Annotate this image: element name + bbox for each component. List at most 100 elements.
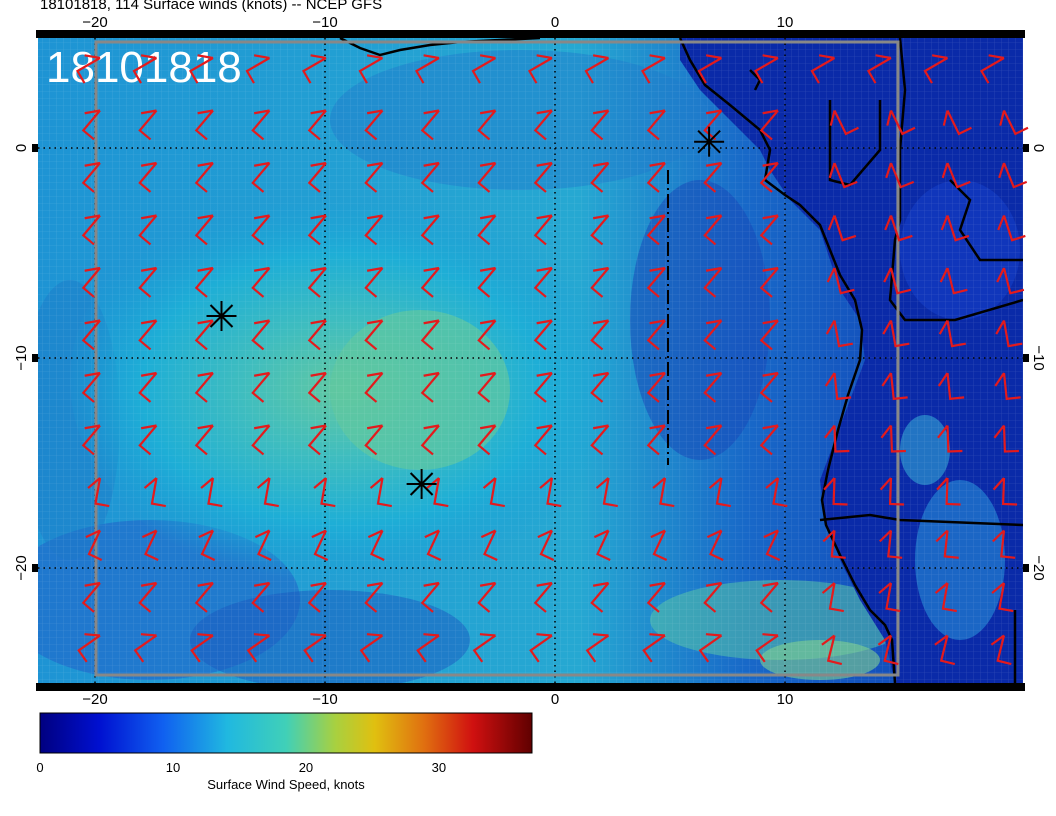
wind-barb xyxy=(533,266,553,298)
wind-barb xyxy=(878,582,901,613)
wind-barb xyxy=(759,581,779,613)
wind-barb xyxy=(133,633,158,663)
wind-barb xyxy=(364,214,384,246)
wind-barb xyxy=(194,581,214,613)
wind-barb xyxy=(821,582,844,613)
date-stamp: 18101818 xyxy=(46,43,242,92)
wind-barb xyxy=(367,529,385,561)
wind-barb xyxy=(359,633,384,663)
wind-barb xyxy=(828,162,858,189)
x-tick-label-bottom: 10 xyxy=(777,691,794,708)
wind-barb xyxy=(364,371,384,403)
y-tick-right xyxy=(1023,144,1029,152)
wind-barb xyxy=(825,319,853,348)
y-tick-right xyxy=(1023,354,1029,362)
wind-barb xyxy=(936,477,961,506)
wind-barb xyxy=(132,54,158,84)
wind-barb xyxy=(882,319,910,348)
wind-barb xyxy=(590,581,610,613)
wind-barb xyxy=(822,529,846,559)
wind-barb xyxy=(138,214,158,246)
wind-barb xyxy=(646,581,666,613)
wind-barb xyxy=(251,319,271,351)
wind-barb xyxy=(138,109,158,141)
wind-barb xyxy=(942,110,972,136)
storm-markers xyxy=(206,126,725,499)
colorbar-tick-label: 20 xyxy=(299,760,313,775)
wind-barb xyxy=(477,424,497,456)
wind-barb xyxy=(703,581,723,613)
y-tick-left xyxy=(32,354,38,362)
frame-bottom xyxy=(36,683,1025,691)
wind-barb xyxy=(590,109,610,141)
wind-barb xyxy=(703,266,723,298)
wind-barb xyxy=(881,372,908,401)
y-tick-left xyxy=(32,144,38,152)
wind-barb xyxy=(759,161,779,193)
wind-barb xyxy=(311,529,329,561)
wind-barb xyxy=(416,633,440,663)
wind-barb xyxy=(937,372,965,401)
wind-barb xyxy=(256,477,279,508)
wind-barb xyxy=(829,110,859,136)
colorbar-tick-label: 30 xyxy=(432,760,446,775)
wind-barb xyxy=(188,54,214,84)
wind-barb xyxy=(590,161,610,193)
wind-barb xyxy=(999,110,1029,136)
wind-barb xyxy=(886,110,916,136)
wind-barb xyxy=(87,477,110,508)
wind-barb xyxy=(81,581,101,613)
wind-barb xyxy=(307,214,327,246)
x-tick-label-top: 0 xyxy=(551,14,559,31)
wind-barb xyxy=(826,267,855,295)
wind-barb xyxy=(652,477,675,508)
y-tick-right xyxy=(1023,564,1029,572)
wind-barb xyxy=(301,54,327,84)
x-tick-label-bottom: −20 xyxy=(82,691,107,708)
wind-barb xyxy=(369,477,392,508)
wind-barb xyxy=(138,266,158,298)
graticule xyxy=(38,38,1023,683)
wind-barb xyxy=(533,424,553,456)
wind-barb xyxy=(81,371,101,403)
wind-barb xyxy=(194,319,214,351)
wind-barb xyxy=(537,529,555,561)
plot-area: 18101818 xyxy=(38,38,1023,683)
wind-barb xyxy=(939,267,968,295)
wind-barb xyxy=(765,477,788,508)
wind-barb xyxy=(194,214,214,246)
x-axis: −20 −20 −10 −10 0 0 10 10 xyxy=(82,14,793,708)
wind-barb xyxy=(539,477,562,508)
wind-barb xyxy=(646,371,666,403)
wind-barb xyxy=(307,581,327,613)
wind-barb xyxy=(755,633,779,663)
wind-barb xyxy=(477,109,497,141)
wind-barb xyxy=(303,633,327,663)
wind-barb xyxy=(996,267,1025,295)
wind-barb xyxy=(877,634,899,666)
wind-barb xyxy=(307,109,327,141)
colorbar-tick-label: 10 xyxy=(166,760,180,775)
wind-barb xyxy=(194,424,214,456)
wind-barb xyxy=(420,161,440,193)
wind-barb xyxy=(251,109,271,141)
wind-barb xyxy=(824,424,850,453)
wind-barb xyxy=(138,424,158,456)
wind-barb xyxy=(759,319,779,351)
wind-barb xyxy=(991,582,1014,613)
colorbar-label: Surface Wind Speed, knots xyxy=(207,777,365,792)
wind-barb xyxy=(477,581,497,613)
wind-barb xyxy=(364,266,384,298)
wind-barb xyxy=(307,424,327,456)
wind-barb xyxy=(879,477,905,506)
wind-barb xyxy=(866,54,892,84)
wind-barb xyxy=(420,581,440,613)
y-tick-label-left: 0 xyxy=(13,144,30,152)
wind-barb xyxy=(533,214,553,246)
wind-barb xyxy=(590,371,610,403)
wind-barb xyxy=(590,214,610,246)
y-tick-label-right: −10 xyxy=(1030,345,1047,370)
x-tick-label-top: −20 xyxy=(82,14,107,31)
wind-barb xyxy=(703,424,723,456)
